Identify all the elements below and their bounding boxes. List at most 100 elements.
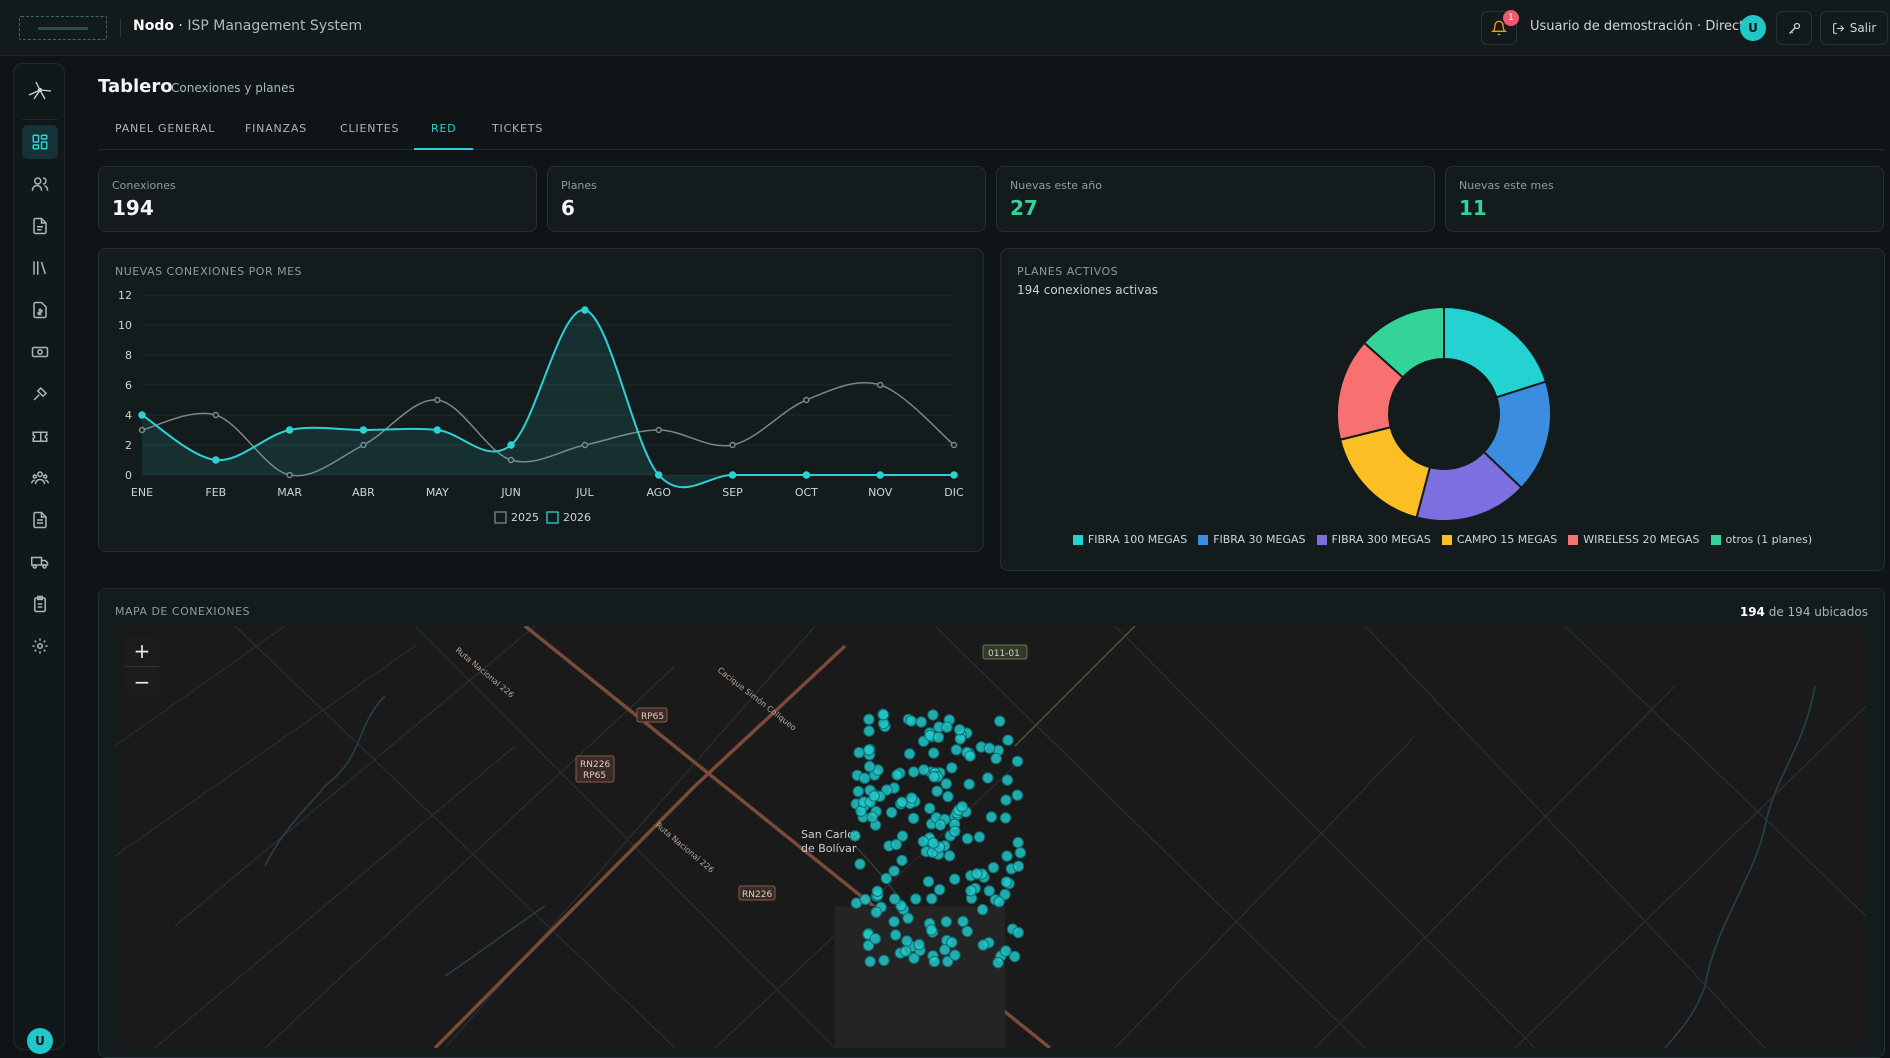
sidebar-item-clients[interactable] xyxy=(22,167,58,201)
company-logo[interactable] xyxy=(19,16,107,40)
connection-marker[interactable] xyxy=(982,772,994,784)
legend-label[interactable]: 2026 xyxy=(563,511,591,524)
connection-marker[interactable] xyxy=(863,713,875,726)
legend-item[interactable]: FIBRA 30 MEGAS xyxy=(1198,533,1306,546)
connection-marker[interactable] xyxy=(927,709,939,721)
tab-panel-general[interactable]: PANEL GENERAL xyxy=(115,122,216,135)
connection-marker[interactable] xyxy=(943,850,956,862)
connection-marker[interactable] xyxy=(1001,850,1013,862)
tab-finanzas[interactable]: FINANZAS xyxy=(245,122,307,135)
change-password-button[interactable] xyxy=(1776,11,1812,45)
connection-marker[interactable] xyxy=(924,802,936,815)
connection-marker[interactable] xyxy=(891,769,903,781)
connection-marker[interactable] xyxy=(933,884,946,896)
connection-marker[interactable] xyxy=(918,764,930,776)
connection-marker[interactable] xyxy=(880,872,892,885)
data-point[interactable] xyxy=(802,471,811,479)
connection-marker[interactable] xyxy=(1002,734,1014,746)
connection-marker[interactable] xyxy=(903,748,916,760)
connection-marker[interactable] xyxy=(854,858,866,870)
connection-markers[interactable] xyxy=(849,708,1027,969)
connection-marker[interactable] xyxy=(964,750,976,762)
connection-marker[interactable] xyxy=(852,785,864,798)
connection-marker[interactable] xyxy=(863,760,876,773)
connection-marker[interactable] xyxy=(863,744,875,756)
connection-marker[interactable] xyxy=(985,811,998,823)
connection-marker[interactable] xyxy=(910,893,922,905)
connection-marker[interactable] xyxy=(946,762,958,774)
connection-marker[interactable] xyxy=(971,868,983,880)
connection-marker[interactable] xyxy=(983,885,995,897)
connection-marker[interactable] xyxy=(1000,794,1012,806)
connection-marker[interactable] xyxy=(866,811,878,823)
connection-marker[interactable] xyxy=(1012,926,1024,939)
connection-marker[interactable] xyxy=(908,766,920,778)
connection-marker[interactable] xyxy=(1014,847,1027,859)
sidebar-item-contracts[interactable] xyxy=(22,209,58,243)
legend-label[interactable]: 2025 xyxy=(511,511,539,524)
connection-marker[interactable] xyxy=(961,925,973,938)
data-point[interactable] xyxy=(728,471,737,479)
connection-marker[interactable] xyxy=(965,885,977,897)
sidebar-item-tickets[interactable] xyxy=(22,419,58,453)
zoom-out-button[interactable]: − xyxy=(125,666,159,696)
connection-marker[interactable] xyxy=(976,903,989,916)
tab-clientes[interactable]: CLIENTES xyxy=(340,122,400,135)
sidebar-item-settings[interactable] xyxy=(22,629,58,663)
connection-marker[interactable] xyxy=(889,929,902,941)
connection-marker[interactable] xyxy=(961,833,974,845)
connection-marker[interactable] xyxy=(915,716,927,728)
sidebar-item-invoices[interactable] xyxy=(22,293,58,327)
data-point[interactable] xyxy=(433,426,442,434)
connection-marker[interactable] xyxy=(878,954,890,967)
data-point[interactable] xyxy=(876,471,884,479)
legend-item[interactable]: FIBRA 300 MEGAS xyxy=(1316,533,1431,546)
sidebar-item-dashboard[interactable] xyxy=(22,125,58,159)
data-point[interactable] xyxy=(803,396,810,404)
connection-marker[interactable] xyxy=(870,906,882,918)
data-point[interactable] xyxy=(654,471,663,479)
connection-marker[interactable] xyxy=(925,924,938,936)
connection-marker[interactable] xyxy=(942,955,954,968)
connection-marker[interactable] xyxy=(983,742,996,754)
connection-marker[interactable] xyxy=(859,772,871,784)
connection-marker[interactable] xyxy=(890,838,902,851)
connection-marker[interactable] xyxy=(853,746,865,759)
legend-item[interactable]: otros (1 planes) xyxy=(1710,533,1812,546)
sidebar-user-avatar[interactable]: U xyxy=(27,1028,53,1054)
connection-marker[interactable] xyxy=(956,801,968,813)
connection-marker[interactable] xyxy=(940,778,952,790)
connection-marker[interactable] xyxy=(885,806,898,819)
legend-item[interactable]: FIBRA 100 MEGAS xyxy=(1072,533,1187,546)
connection-marker[interactable] xyxy=(928,771,940,783)
sidebar-item-team[interactable] xyxy=(22,461,58,495)
data-point[interactable] xyxy=(212,411,220,419)
data-point[interactable] xyxy=(212,456,220,464)
data-point[interactable] xyxy=(507,456,515,464)
connection-marker[interactable] xyxy=(908,952,920,964)
connection-marker[interactable] xyxy=(888,915,900,928)
data-point[interactable] xyxy=(729,441,736,449)
connection-marker[interactable] xyxy=(949,825,961,838)
connection-marker[interactable] xyxy=(949,949,961,961)
connection-marker[interactable] xyxy=(926,893,938,905)
connection-marker[interactable] xyxy=(868,790,880,802)
data-point[interactable] xyxy=(138,411,146,419)
connection-marker[interactable] xyxy=(994,715,1006,727)
map-canvas[interactable]: San Carlos de Bolívar RP65 RN226 RP65 RN… xyxy=(115,626,1866,1048)
connection-marker[interactable] xyxy=(877,709,890,721)
connection-marker[interactable] xyxy=(939,944,951,956)
connection-marker[interactable] xyxy=(927,837,939,849)
connection-marker[interactable] xyxy=(888,893,901,905)
connection-marker[interactable] xyxy=(896,796,908,808)
connection-marker[interactable] xyxy=(973,831,986,843)
connection-marker[interactable] xyxy=(949,873,961,885)
data-point[interactable] xyxy=(950,471,958,479)
sidebar-item-installations[interactable] xyxy=(22,377,58,411)
connection-marker[interactable] xyxy=(862,939,875,952)
sidebar-item-vehicles[interactable] xyxy=(22,545,58,579)
connection-marker[interactable] xyxy=(977,939,989,951)
data-point[interactable] xyxy=(655,426,662,434)
data-point[interactable] xyxy=(581,441,589,449)
sidebar-item-payments[interactable] xyxy=(22,335,58,369)
